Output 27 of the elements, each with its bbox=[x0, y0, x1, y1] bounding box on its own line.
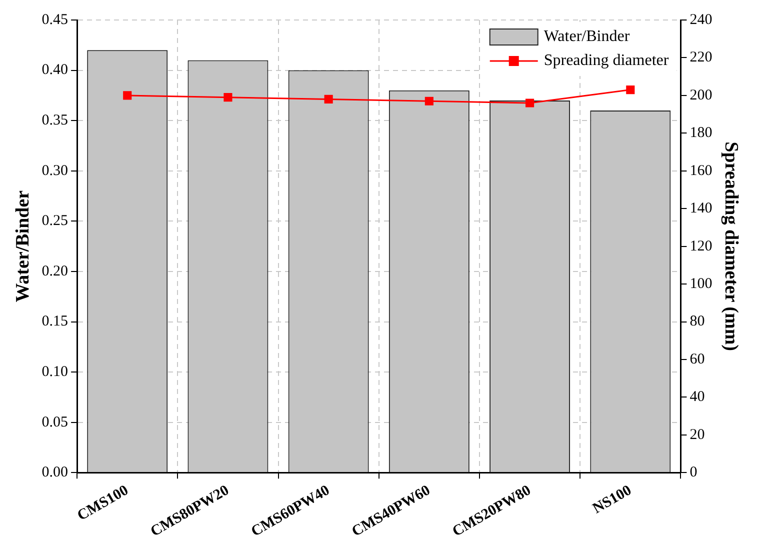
y-tick-label: 0.25 bbox=[42, 213, 68, 230]
y2-tick-label: 160 bbox=[690, 162, 712, 179]
y2-tick-label: 80 bbox=[690, 314, 705, 330]
y2-tick-label: 20 bbox=[690, 426, 705, 443]
y-tick-label: 0.20 bbox=[42, 263, 68, 280]
y2-tick-label: 40 bbox=[690, 389, 705, 406]
y2-tick-label: 100 bbox=[690, 276, 712, 292]
y-tick-label: 0.40 bbox=[42, 62, 68, 78]
y2-tick-label: 220 bbox=[690, 50, 712, 66]
legend-label: Water/Binder bbox=[544, 28, 630, 46]
y2-tick-label: 200 bbox=[690, 87, 712, 104]
y-tick-label: 0.30 bbox=[42, 162, 68, 179]
y2-tick-label: 140 bbox=[690, 200, 712, 217]
y-tick-label: 0.05 bbox=[42, 414, 68, 430]
y2-tick-label: 180 bbox=[690, 125, 712, 142]
y2-tick-label: 0 bbox=[690, 464, 698, 481]
y-axis-title: Water/Binder bbox=[12, 190, 34, 302]
y-tick-label: 0.45 bbox=[42, 12, 68, 28]
y-tick-label: 0.00 bbox=[42, 464, 68, 481]
y-tick-label: 0.10 bbox=[42, 364, 68, 380]
y-tick-label: 0.15 bbox=[42, 314, 68, 330]
y2-tick-label: 60 bbox=[690, 351, 705, 368]
y2-tick-label: 120 bbox=[690, 238, 712, 254]
y-tick-label: 0.35 bbox=[42, 112, 68, 129]
y2-axis-title: Spreading diameter (mm) bbox=[720, 142, 742, 352]
legend-label: Spreading diameter bbox=[544, 52, 670, 70]
y2-tick-label: 240 bbox=[690, 12, 712, 28]
